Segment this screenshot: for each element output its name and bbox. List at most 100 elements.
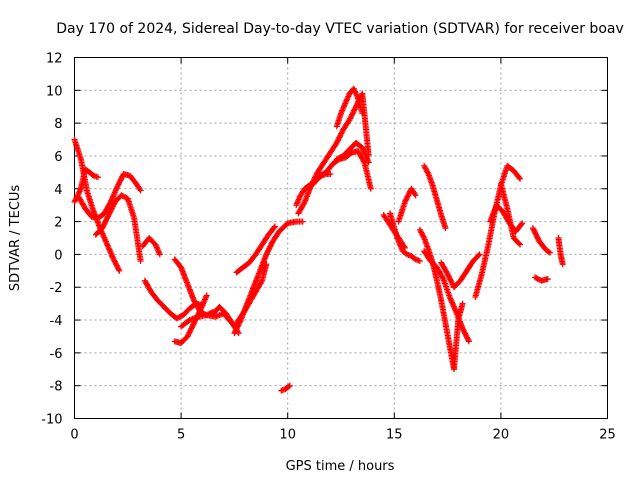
- data-point: [412, 192, 419, 199]
- data-point: [333, 139, 340, 146]
- data-point: [449, 280, 456, 287]
- data-point: [447, 276, 454, 283]
- series-track-32: [555, 235, 566, 268]
- data-point: [104, 214, 111, 221]
- data-point: [518, 221, 525, 228]
- data-point: [108, 206, 115, 213]
- data-point: [265, 247, 272, 254]
- data-point: [308, 182, 315, 189]
- data-point: [231, 330, 238, 337]
- data-point: [446, 275, 453, 282]
- data-point: [367, 185, 374, 192]
- data-point: [110, 202, 117, 209]
- y-tick-label: 0: [54, 248, 62, 263]
- data-point: [311, 175, 318, 182]
- data-point: [310, 177, 317, 184]
- data-point: [116, 180, 123, 187]
- y-tick-label: -10: [41, 413, 62, 428]
- data-point: [191, 319, 198, 326]
- data-point: [349, 110, 356, 117]
- data-point: [464, 334, 471, 341]
- series-track-6: [141, 277, 206, 322]
- data-point: [312, 173, 319, 180]
- data-point: [338, 130, 345, 137]
- y-tick-label: 6: [54, 150, 62, 165]
- series-track-16: [295, 90, 372, 217]
- y-tick-label: 10: [46, 84, 63, 99]
- data-point: [350, 108, 357, 115]
- data-point: [76, 188, 83, 195]
- x-tick-label: 25: [599, 428, 616, 443]
- data-point: [462, 331, 469, 338]
- plot-frame: [74, 57, 608, 419]
- data-point: [460, 327, 467, 334]
- data-point: [532, 230, 539, 237]
- data-point: [189, 322, 196, 329]
- data-point: [99, 225, 106, 232]
- data-point: [459, 325, 466, 332]
- data-point: [114, 265, 121, 272]
- data-point: [111, 258, 118, 265]
- data-point: [460, 326, 467, 333]
- data-point: [531, 227, 538, 234]
- data-point: [464, 335, 471, 342]
- data-point: [346, 116, 353, 123]
- tick-labels: 0 5 10 15 20 25 -10 -8 -6 -4 -2 0 2 4 6 8 10 12: [41, 52, 616, 443]
- data-point: [116, 178, 123, 185]
- data-point: [439, 274, 446, 281]
- data-point: [103, 215, 110, 222]
- data-point: [113, 261, 120, 268]
- data-point: [403, 196, 410, 203]
- data-point: [530, 226, 537, 233]
- data-point: [531, 229, 538, 236]
- data-point: [266, 244, 273, 251]
- data-point: [337, 131, 344, 138]
- data-point: [444, 271, 451, 278]
- data-point: [534, 235, 541, 242]
- data-point: [185, 332, 192, 339]
- data-point: [117, 177, 124, 184]
- data-point: [404, 193, 411, 200]
- data-point: [118, 174, 125, 181]
- data-point: [286, 382, 293, 389]
- x-tick-label: 15: [386, 428, 403, 443]
- data-point: [114, 263, 121, 270]
- data-point: [352, 105, 359, 112]
- data-point: [445, 272, 452, 279]
- data-point: [448, 278, 455, 285]
- y-tick-label: -8: [50, 380, 63, 395]
- data-point: [107, 208, 114, 215]
- data-point: [545, 248, 552, 255]
- data-point: [405, 191, 412, 198]
- data-point: [529, 225, 536, 232]
- data-points: [71, 85, 566, 394]
- data-point: [187, 328, 194, 335]
- data-point: [516, 174, 523, 181]
- data-point: [270, 224, 277, 231]
- data-point: [232, 328, 239, 335]
- data-point: [115, 266, 122, 273]
- x-axis-label: GPS time / hours: [286, 459, 395, 474]
- series-track-26: [438, 251, 483, 291]
- data-point: [102, 218, 109, 225]
- data-point: [106, 209, 113, 216]
- series-track-31: [532, 274, 551, 284]
- series-track-21: [387, 210, 423, 264]
- data-point: [71, 198, 78, 205]
- data-point: [334, 138, 341, 145]
- data-point: [309, 179, 316, 186]
- chart-title: Day 170 of 2024, Sidereal Day-to-day VTE…: [56, 21, 624, 37]
- data-point: [267, 242, 274, 249]
- data-point: [338, 129, 345, 136]
- data-point: [447, 277, 454, 284]
- series-track-29: [497, 180, 524, 248]
- x-tick-label: 10: [279, 428, 296, 443]
- data-point: [465, 337, 472, 344]
- series-track-13: [233, 261, 270, 327]
- data-point: [546, 249, 553, 256]
- data-point: [104, 213, 111, 220]
- data-point: [116, 267, 123, 274]
- data-point: [264, 248, 271, 255]
- series-track-23: [421, 162, 449, 232]
- data-point: [516, 240, 523, 247]
